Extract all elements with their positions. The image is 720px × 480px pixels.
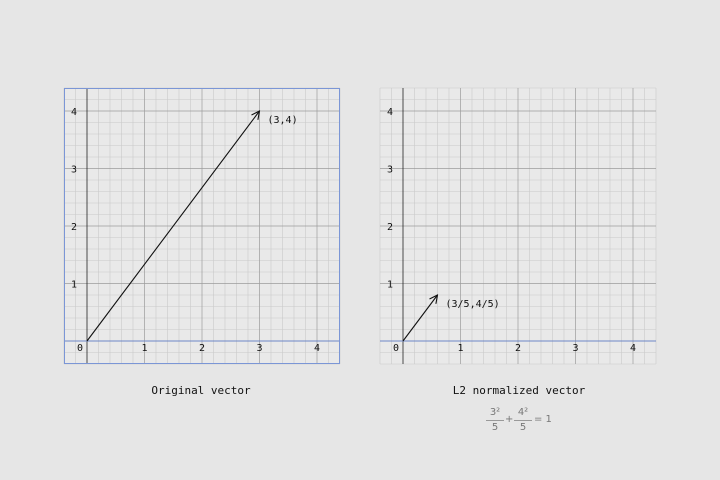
x-tick-label: 1 — [457, 343, 463, 354]
x-tick-label: 4 — [630, 343, 636, 354]
vector-label: (3/5,4/5) — [446, 299, 500, 310]
y-tick-label: 3 — [71, 165, 77, 176]
y-tick-label: 3 — [387, 165, 393, 176]
vector-plot-1: 0 1 2 3 4 1 2 3 4 (3,4) — [63, 87, 341, 365]
vector-plot-2: 0 1 2 3 4 1 2 3 4 (3/5,4/5) — [379, 87, 657, 365]
y-tick-label: 4 — [387, 107, 393, 118]
fraction-four-numerator: 4² — [517, 407, 529, 418]
y-tick-label: 1 — [71, 280, 77, 291]
fraction-four: 4² 5 — [513, 406, 533, 435]
fraction-three-denominator: 5 — [491, 422, 499, 433]
fraction-three-numerator: 3² — [489, 407, 501, 418]
plot-frame — [64, 88, 340, 364]
x-tick-label: 0 — [393, 343, 399, 354]
x-tick-label: 2 — [199, 343, 205, 354]
vector-label: (3,4) — [268, 115, 298, 126]
fraction-bar — [514, 420, 532, 421]
x-tick-label: 2 — [515, 343, 521, 354]
plus-sign: + — [505, 414, 514, 425]
y-tick-label: 4 — [71, 107, 77, 118]
y-tick-label: 2 — [71, 222, 77, 233]
vector-arrow — [402, 295, 438, 342]
equals-one: = 1 — [534, 414, 552, 425]
x-tick-label: 3 — [256, 343, 262, 354]
normalization-formula: 3² 5 + 4² 5 = 1 — [485, 406, 565, 436]
x-tick-label: 0 — [77, 343, 83, 354]
vector-arrow — [86, 111, 260, 342]
x-tick-label: 3 — [572, 343, 578, 354]
y-tick-label: 2 — [387, 222, 393, 233]
fraction-four-denominator: 5 — [519, 422, 527, 433]
y-tick-label: 1 — [387, 280, 393, 291]
left-caption: Original vector — [151, 384, 251, 397]
fraction-three: 3² 5 — [485, 406, 505, 435]
x-tick-label: 1 — [141, 343, 147, 354]
right-caption: L2 normalized vector — [452, 384, 586, 397]
x-tick-label: 4 — [314, 343, 320, 354]
fraction-bar — [486, 420, 504, 421]
